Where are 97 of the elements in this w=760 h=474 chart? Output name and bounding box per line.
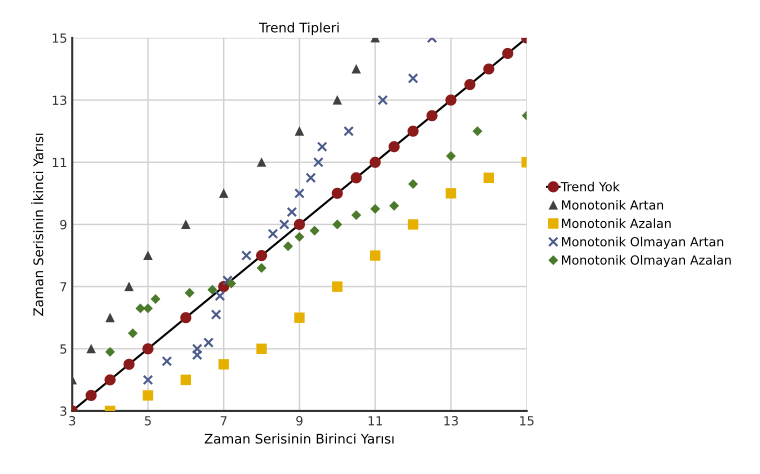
y-tick-label: 9 — [60, 220, 66, 230]
point — [162, 356, 172, 366]
point — [446, 188, 456, 199]
point — [105, 347, 115, 357]
point — [294, 188, 305, 199]
point — [208, 284, 218, 294]
point — [257, 158, 266, 167]
point — [143, 251, 152, 260]
point — [181, 220, 190, 229]
point — [210, 309, 222, 320]
legend-label: Monotonik Olmayan Azalan — [562, 255, 731, 268]
point — [332, 281, 343, 292]
point — [332, 188, 343, 199]
point — [123, 358, 135, 370]
y-tick-label: 5 — [60, 344, 66, 354]
point — [218, 359, 229, 370]
point — [256, 344, 267, 354]
point — [184, 288, 194, 298]
point — [408, 126, 419, 137]
point — [180, 374, 192, 386]
point — [279, 219, 290, 230]
x-tick-label: 3 — [69, 416, 76, 426]
point — [241, 250, 252, 261]
point — [294, 126, 304, 136]
point — [128, 328, 138, 338]
legend-label: Trend Yok — [560, 182, 620, 192]
legend-label: Monotonik Azalan — [562, 218, 671, 228]
point — [294, 232, 304, 242]
y-tick-label: 11 — [52, 158, 66, 168]
point — [226, 278, 236, 288]
point — [143, 304, 153, 314]
point — [222, 275, 233, 286]
point — [502, 48, 514, 60]
point — [294, 218, 305, 230]
point — [446, 151, 456, 161]
x-tick-label: 11 — [368, 416, 382, 426]
y-tick-label: 7 — [60, 282, 66, 292]
x-axis-title: Zaman Serisinin Birinci Yarısı — [204, 433, 394, 444]
point — [408, 73, 418, 84]
point — [389, 201, 399, 211]
y-axis-title: Zaman Serisinin İkinci Yarısı — [31, 134, 44, 316]
point — [136, 304, 146, 314]
point — [445, 94, 456, 106]
point — [483, 63, 494, 75]
x-tick-label: 15 — [520, 416, 534, 426]
point — [86, 344, 96, 354]
point — [203, 337, 214, 348]
point — [86, 390, 97, 401]
point — [343, 126, 354, 136]
chart-title: Trend Tipleri — [258, 22, 339, 36]
point — [142, 390, 154, 401]
legend-label: Monotonik Olmayan Artan — [562, 236, 724, 249]
y-tick-label: 15 — [52, 34, 66, 43]
point — [286, 206, 298, 218]
point — [370, 204, 380, 214]
point — [192, 344, 202, 354]
point — [180, 312, 192, 324]
point — [332, 96, 342, 105]
point — [268, 228, 278, 239]
point — [378, 94, 388, 106]
point — [106, 313, 115, 322]
point — [310, 226, 320, 236]
point — [219, 188, 228, 198]
point — [350, 172, 362, 184]
point — [294, 312, 305, 323]
x-tick-label: 13 — [444, 416, 458, 426]
point — [124, 282, 134, 292]
point — [472, 126, 482, 136]
point — [370, 250, 380, 261]
point — [388, 141, 400, 152]
x-tick-label: 9 — [296, 416, 303, 426]
y-tick-label: 13 — [52, 96, 66, 106]
x-tick-label: 7 — [220, 416, 227, 426]
point — [142, 343, 154, 354]
point — [104, 374, 116, 386]
point — [316, 142, 328, 152]
point — [150, 294, 160, 304]
point — [426, 110, 438, 122]
point — [192, 350, 202, 360]
x-tick-label: 5 — [144, 416, 151, 426]
point — [306, 172, 316, 184]
point — [351, 210, 362, 220]
y-tick-label: 3 — [60, 406, 66, 416]
point — [283, 241, 293, 251]
point — [142, 374, 154, 386]
point — [256, 263, 266, 273]
point — [332, 220, 342, 230]
point — [256, 250, 268, 262]
point — [408, 219, 418, 230]
point — [408, 179, 418, 189]
point — [214, 290, 226, 302]
point — [313, 157, 324, 168]
point — [484, 172, 494, 184]
point — [370, 156, 381, 168]
legend-label: Monotonik Artan — [562, 200, 664, 210]
point — [464, 78, 476, 90]
point — [352, 64, 361, 74]
